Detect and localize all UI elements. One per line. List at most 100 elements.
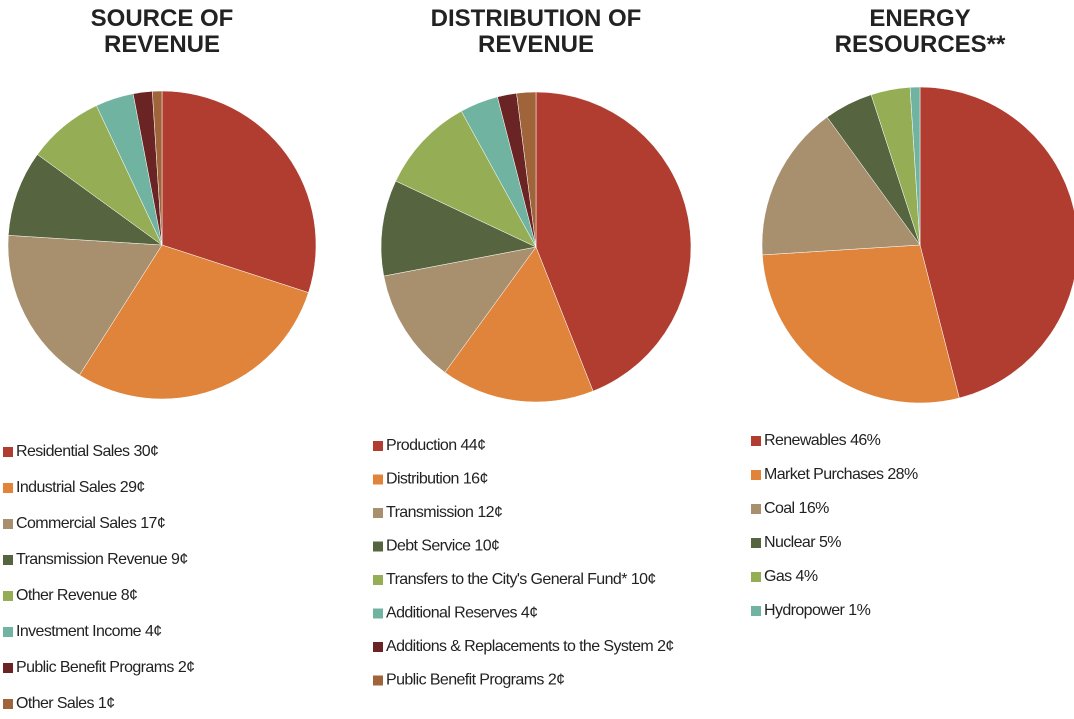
legend-value: 4% — [796, 568, 818, 585]
legend-value: 10¢ — [474, 538, 499, 555]
legend-value: 16¢ — [463, 471, 488, 488]
legend-label: Other Sales 1¢ — [16, 695, 115, 712]
pie-slice — [395, 110, 537, 248]
legend-label: Production 44¢ — [386, 437, 485, 454]
legend-swatch — [751, 572, 761, 582]
legend-value: 1% — [848, 602, 870, 619]
legend-category: Public Benefit Programs — [386, 672, 544, 689]
legend-category: Public Benefit Programs — [16, 659, 174, 676]
legend-label: Other Revenue 8¢ — [16, 587, 137, 604]
legend-swatch — [751, 436, 761, 446]
legend-swatch — [3, 591, 13, 601]
legend-label: Investment Income 4¢ — [16, 623, 162, 640]
pie-slice — [380, 180, 537, 277]
legend-value: 16% — [799, 500, 830, 517]
legend-label: Coal 16% — [764, 500, 829, 517]
legend-swatch — [373, 675, 383, 686]
legend-value: 1¢ — [98, 695, 115, 712]
legend-label: Gas 4% — [764, 568, 818, 585]
legend-label: Nuclear 5% — [764, 534, 841, 551]
legend-swatch — [373, 642, 383, 652]
legend-swatch — [373, 541, 383, 552]
legend-value: 2¢ — [548, 672, 565, 689]
legend-value: 30¢ — [133, 443, 158, 460]
legend-category: Industrial Sales — [16, 479, 116, 496]
legend-value: 10¢ — [631, 571, 656, 588]
legend-category: Gas — [764, 568, 792, 585]
legend-label: Public Benefit Programs 2¢ — [386, 672, 564, 689]
legend-label: Industrial Sales 29¢ — [16, 479, 145, 496]
legend-label: Residential Sales 30¢ — [16, 443, 158, 460]
legend-swatch — [751, 504, 761, 514]
legend-category: Market Purchases — [764, 466, 884, 483]
legend-category: Nuclear — [764, 534, 816, 551]
pie-slice — [7, 235, 163, 376]
chart-title: SOURCE OF REVENUE — [90, 5, 234, 58]
legend-swatch — [373, 508, 383, 518]
legend-swatch — [373, 441, 383, 451]
pie-slice — [762, 244, 960, 404]
legend-swatch — [751, 470, 761, 480]
legend-value: 2¢ — [657, 638, 674, 655]
chart-title: ENERGY RESOURCES** — [834, 5, 1006, 58]
pie-slice — [79, 244, 309, 400]
pie-slice — [761, 116, 921, 256]
legend-category: Renewables — [764, 432, 847, 449]
legend-value: 29¢ — [120, 479, 145, 496]
legend-swatch — [373, 608, 383, 619]
legend-swatch — [3, 627, 13, 637]
legend-category: Investment Income — [16, 623, 142, 640]
legend-label: Market Purchases 28% — [764, 466, 918, 483]
legend-swatch — [3, 699, 13, 709]
legend-value: 12¢ — [477, 504, 502, 521]
legend-swatch — [3, 663, 13, 673]
pie-slice — [909, 86, 921, 246]
legend-label: Transmission Revenue 9¢ — [16, 551, 188, 568]
pie-slice — [516, 91, 537, 248]
pie-slice — [8, 154, 163, 246]
legend-label: Distribution 16¢ — [386, 471, 488, 488]
pie-slice — [444, 246, 594, 403]
legend-category: Other Sales — [16, 695, 94, 712]
pie-slice — [152, 90, 163, 246]
legend-value: 9¢ — [171, 551, 188, 568]
legend-category: Commercial Sales — [16, 515, 137, 532]
pie-slice — [535, 91, 692, 392]
legend-category: Transmission — [386, 504, 473, 521]
legend-swatch — [373, 575, 383, 585]
legend-swatch — [373, 474, 383, 485]
legend-label: Commercial Sales 17¢ — [16, 515, 165, 532]
legend-category: Distribution — [386, 471, 459, 488]
legend-value: 28% — [887, 466, 918, 483]
pie-slice — [161, 90, 317, 293]
legend-value: 5% — [819, 534, 841, 551]
legend-swatch — [751, 606, 761, 616]
legend-category: Additional Reserves — [386, 605, 517, 622]
legend-value: 44¢ — [461, 437, 486, 454]
legend-category: Production — [386, 437, 457, 454]
legend-category: Additions & Replacements to the System — [386, 638, 653, 655]
pie-slice — [383, 246, 537, 373]
legend-category: Coal — [764, 500, 795, 517]
legend-label: Transfers to the City's General Fund* 10¢ — [386, 571, 656, 588]
pie-slice — [919, 86, 1074, 399]
legend-swatch — [3, 483, 13, 493]
legend-value: 8¢ — [121, 587, 138, 604]
legend-swatch — [3, 447, 13, 457]
legend-label: Additional Reserves 4¢ — [386, 605, 538, 622]
legend-value: 17¢ — [140, 515, 165, 532]
legend-swatch — [3, 519, 13, 529]
legend-category: Transmission Revenue — [16, 551, 168, 568]
legend-category: Residential Sales — [16, 443, 130, 460]
legend-category: Transfers to the City's General Fund* — [386, 571, 627, 588]
chart-title: DISTRIBUTION OF REVENUE — [430, 5, 642, 58]
legend-category: Other Revenue — [16, 587, 117, 604]
legend-swatch — [751, 538, 761, 548]
legend-category: Hydropower — [764, 602, 846, 619]
legend-label: Debt Service 10¢ — [386, 538, 499, 555]
legend-value: 46% — [850, 432, 881, 449]
legend-value: 4¢ — [145, 623, 162, 640]
legend-category: Debt Service — [386, 538, 471, 555]
